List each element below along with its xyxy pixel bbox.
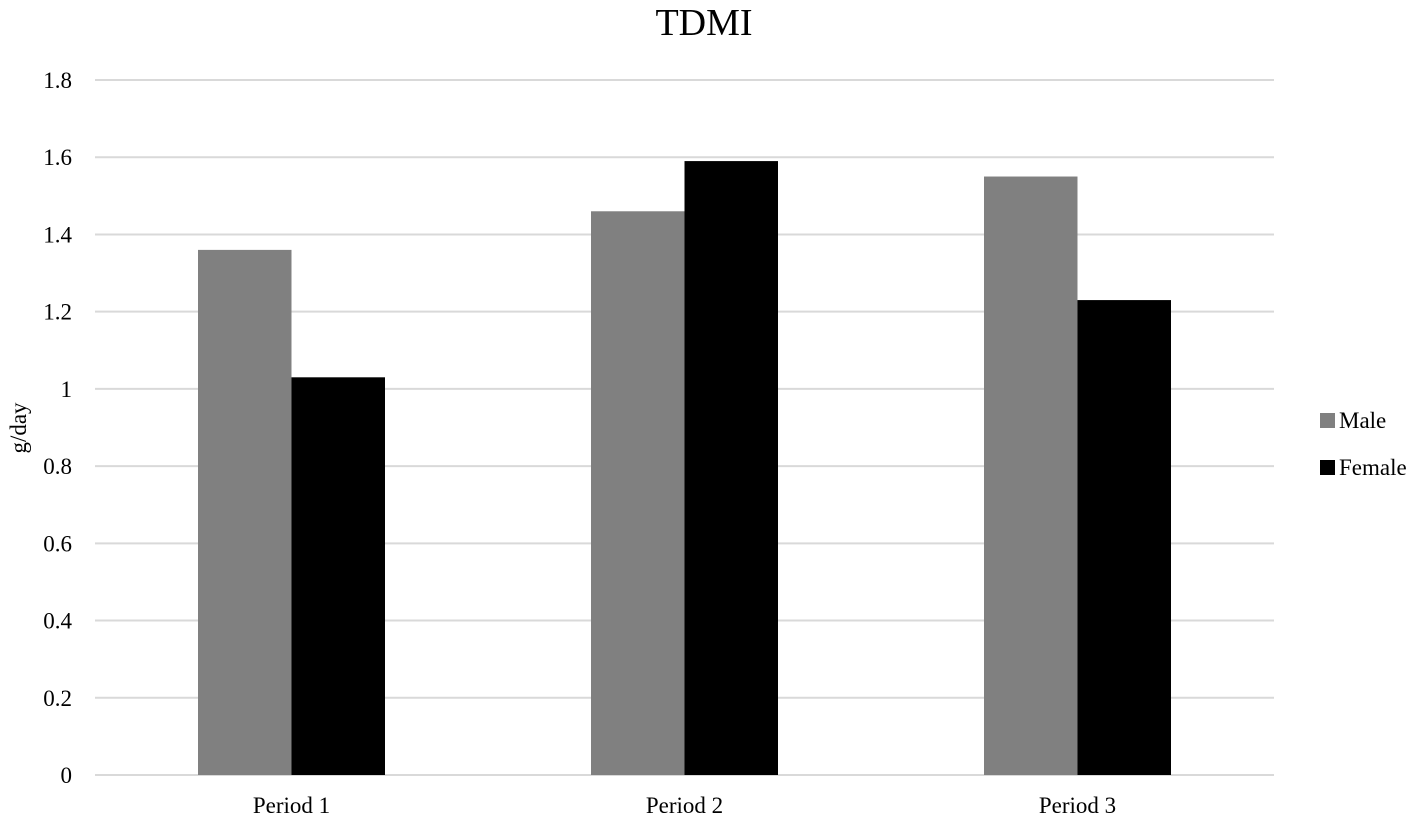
y-axis-label: g/day — [6, 402, 31, 454]
y-tick-label: 1.2 — [43, 300, 72, 325]
chart-title: TDMI — [655, 2, 752, 44]
y-tick-label: 1.6 — [43, 145, 72, 170]
x-tick-label: Period 2 — [646, 793, 723, 818]
bar-male-1 — [198, 249, 292, 775]
bar-female-2 — [684, 161, 778, 776]
x-tick-label: Period 1 — [253, 793, 330, 818]
bar-female-1 — [291, 377, 385, 775]
legend-label: Male — [1339, 408, 1386, 433]
y-tick-label: 0.6 — [43, 531, 72, 556]
y-tick-label: 0.2 — [43, 686, 72, 711]
y-tick-label: 1.8 — [43, 68, 72, 93]
x-axis-ticks: Period 1 Period 2 Period 3 — [253, 793, 1116, 818]
y-axis-ticks: 0 0.2 0.4 0.6 0.8 1 1.2 1.4 1.6 1.8 — [43, 68, 72, 788]
legend-label: Female — [1339, 455, 1407, 480]
legend-swatch — [1320, 413, 1335, 428]
x-tick-label: Period 3 — [1039, 793, 1116, 818]
bar-male-2 — [591, 211, 685, 775]
y-tick-label: 1 — [61, 377, 73, 402]
y-tick-label: 0.4 — [43, 609, 72, 634]
bar-female-3 — [1077, 300, 1171, 775]
legend: Male Female — [1320, 408, 1407, 480]
y-tick-label: 1.4 — [43, 222, 72, 247]
y-tick-label: 0 — [61, 763, 73, 788]
y-tick-label: 0.8 — [43, 454, 72, 479]
bar-male-3 — [984, 176, 1078, 775]
legend-swatch — [1320, 460, 1335, 475]
bars — [198, 161, 1171, 776]
